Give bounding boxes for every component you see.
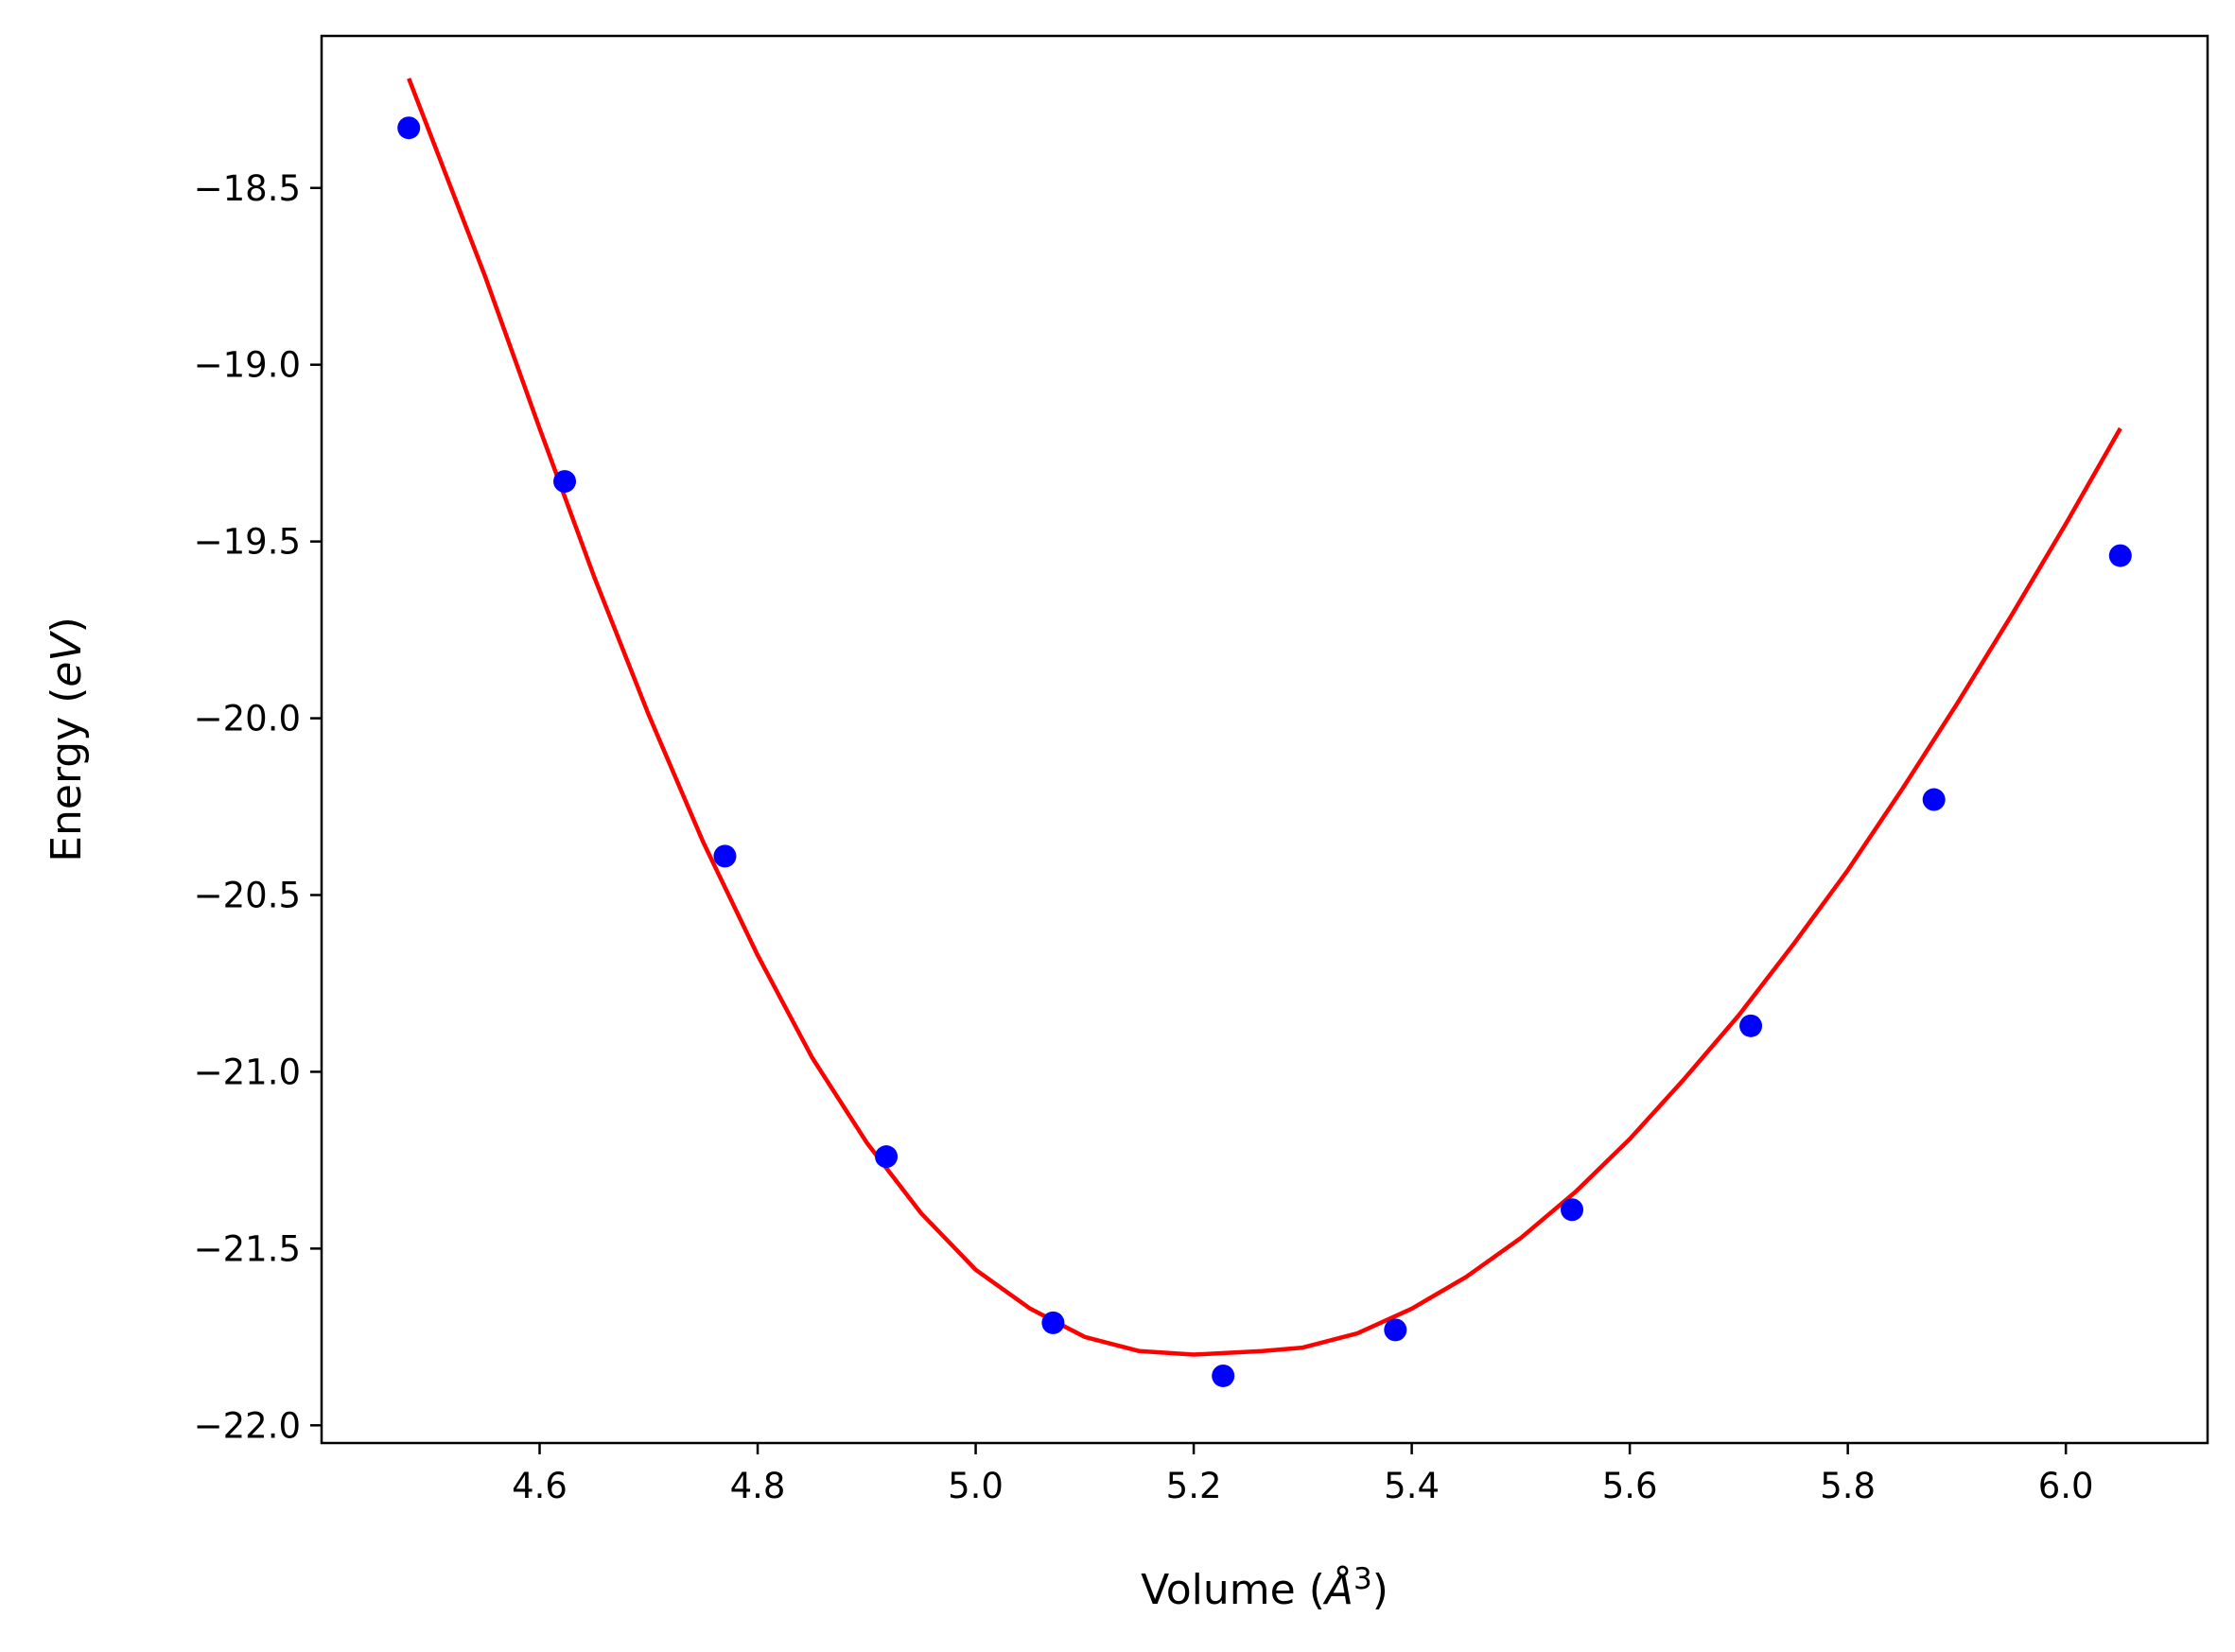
x-tick-label: 5.6 [1602,1466,1658,1506]
y-tick-label: −18.5 [194,168,301,209]
data-point [713,844,737,868]
data-point [875,1145,899,1169]
fit-curve-layer [407,78,2122,1357]
data-points-layer [397,116,2132,1387]
y-tick-label: −22.0 [194,1405,301,1446]
data-point [1561,1198,1584,1222]
x-tick-label: 4.8 [730,1466,786,1506]
y-axis: −18.5 −19.0 −19.5 −20.0 −20.5 −21.0 −21.5 −22.0 [194,168,322,1446]
plot-area [320,34,2209,1445]
x-axis-title: Volume (Å3) [1141,1562,1388,1614]
y-tick-label: −19.5 [194,522,301,563]
y-axis-title: Energy (eV) [43,617,91,862]
data-point [553,470,577,494]
y-tick-label: −20.5 [194,876,301,916]
data-point [1212,1364,1235,1387]
x-tick-label: 5.8 [1820,1466,1876,1506]
fit-curve [407,78,2122,1357]
x-tick-label: 4.6 [512,1466,567,1506]
data-point [1041,1311,1065,1334]
y-tick-label: −19.0 [194,345,301,386]
data-point [1739,1014,1763,1037]
x-tick-label: 5.4 [1384,1466,1440,1506]
data-point [1922,788,1946,811]
data-point [2108,544,2132,567]
y-tick-label: −21.5 [194,1228,301,1269]
data-point [397,116,421,140]
data-point [1384,1318,1407,1342]
x-axis: 4.6 4.8 5.0 5.2 5.4 5.6 5.8 6.0 [512,1443,2094,1506]
x-tick-label: 5.0 [948,1466,1004,1506]
x-tick-label: 6.0 [2038,1466,2094,1506]
x-tick-label: 5.2 [1166,1466,1222,1506]
y-tick-label: −20.0 [194,699,301,739]
y-tick-label: −21.0 [194,1052,301,1092]
